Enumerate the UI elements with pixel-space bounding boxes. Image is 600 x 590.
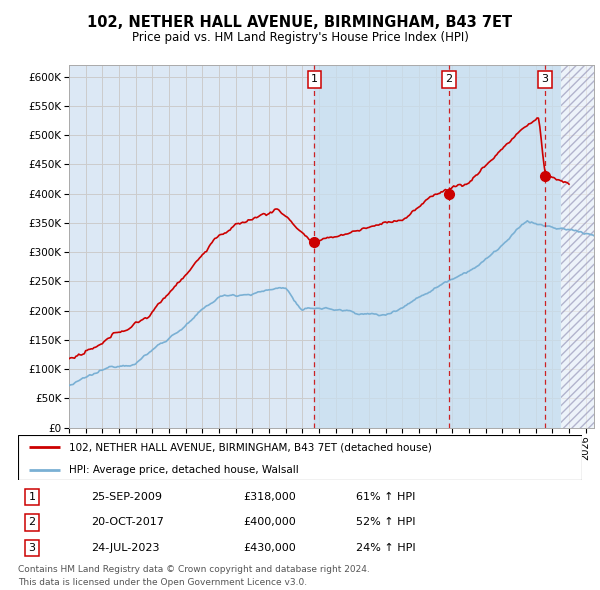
Text: 61% ↑ HPI: 61% ↑ HPI (356, 492, 416, 502)
Text: HPI: Average price, detached house, Walsall: HPI: Average price, detached house, Wals… (69, 465, 299, 475)
Text: 20-OCT-2017: 20-OCT-2017 (91, 517, 164, 527)
Text: 102, NETHER HALL AVENUE, BIRMINGHAM, B43 7ET (detached house): 102, NETHER HALL AVENUE, BIRMINGHAM, B43… (69, 442, 431, 453)
Text: 52% ↑ HPI: 52% ↑ HPI (356, 517, 416, 527)
Text: 25-SEP-2009: 25-SEP-2009 (91, 492, 163, 502)
Text: 2: 2 (445, 74, 452, 84)
Text: Price paid vs. HM Land Registry's House Price Index (HPI): Price paid vs. HM Land Registry's House … (131, 31, 469, 44)
Text: 1: 1 (29, 492, 35, 502)
Text: £318,000: £318,000 (244, 492, 296, 502)
Text: 24% ↑ HPI: 24% ↑ HPI (356, 543, 416, 553)
Text: £400,000: £400,000 (244, 517, 296, 527)
Text: 3: 3 (541, 74, 548, 84)
Text: 24-JUL-2023: 24-JUL-2023 (91, 543, 160, 553)
Bar (560, 65, 594, 428)
Text: Contains HM Land Registry data © Crown copyright and database right 2024.: Contains HM Land Registry data © Crown c… (18, 565, 370, 574)
Bar (314, 65, 560, 428)
Text: 3: 3 (29, 543, 35, 553)
Text: 102, NETHER HALL AVENUE, BIRMINGHAM, B43 7ET: 102, NETHER HALL AVENUE, BIRMINGHAM, B43… (88, 15, 512, 30)
Text: 1: 1 (311, 74, 318, 84)
Text: 2: 2 (29, 517, 35, 527)
Bar (560, 65, 594, 428)
Text: This data is licensed under the Open Government Licence v3.0.: This data is licensed under the Open Gov… (18, 578, 307, 587)
Text: £430,000: £430,000 (244, 543, 296, 553)
